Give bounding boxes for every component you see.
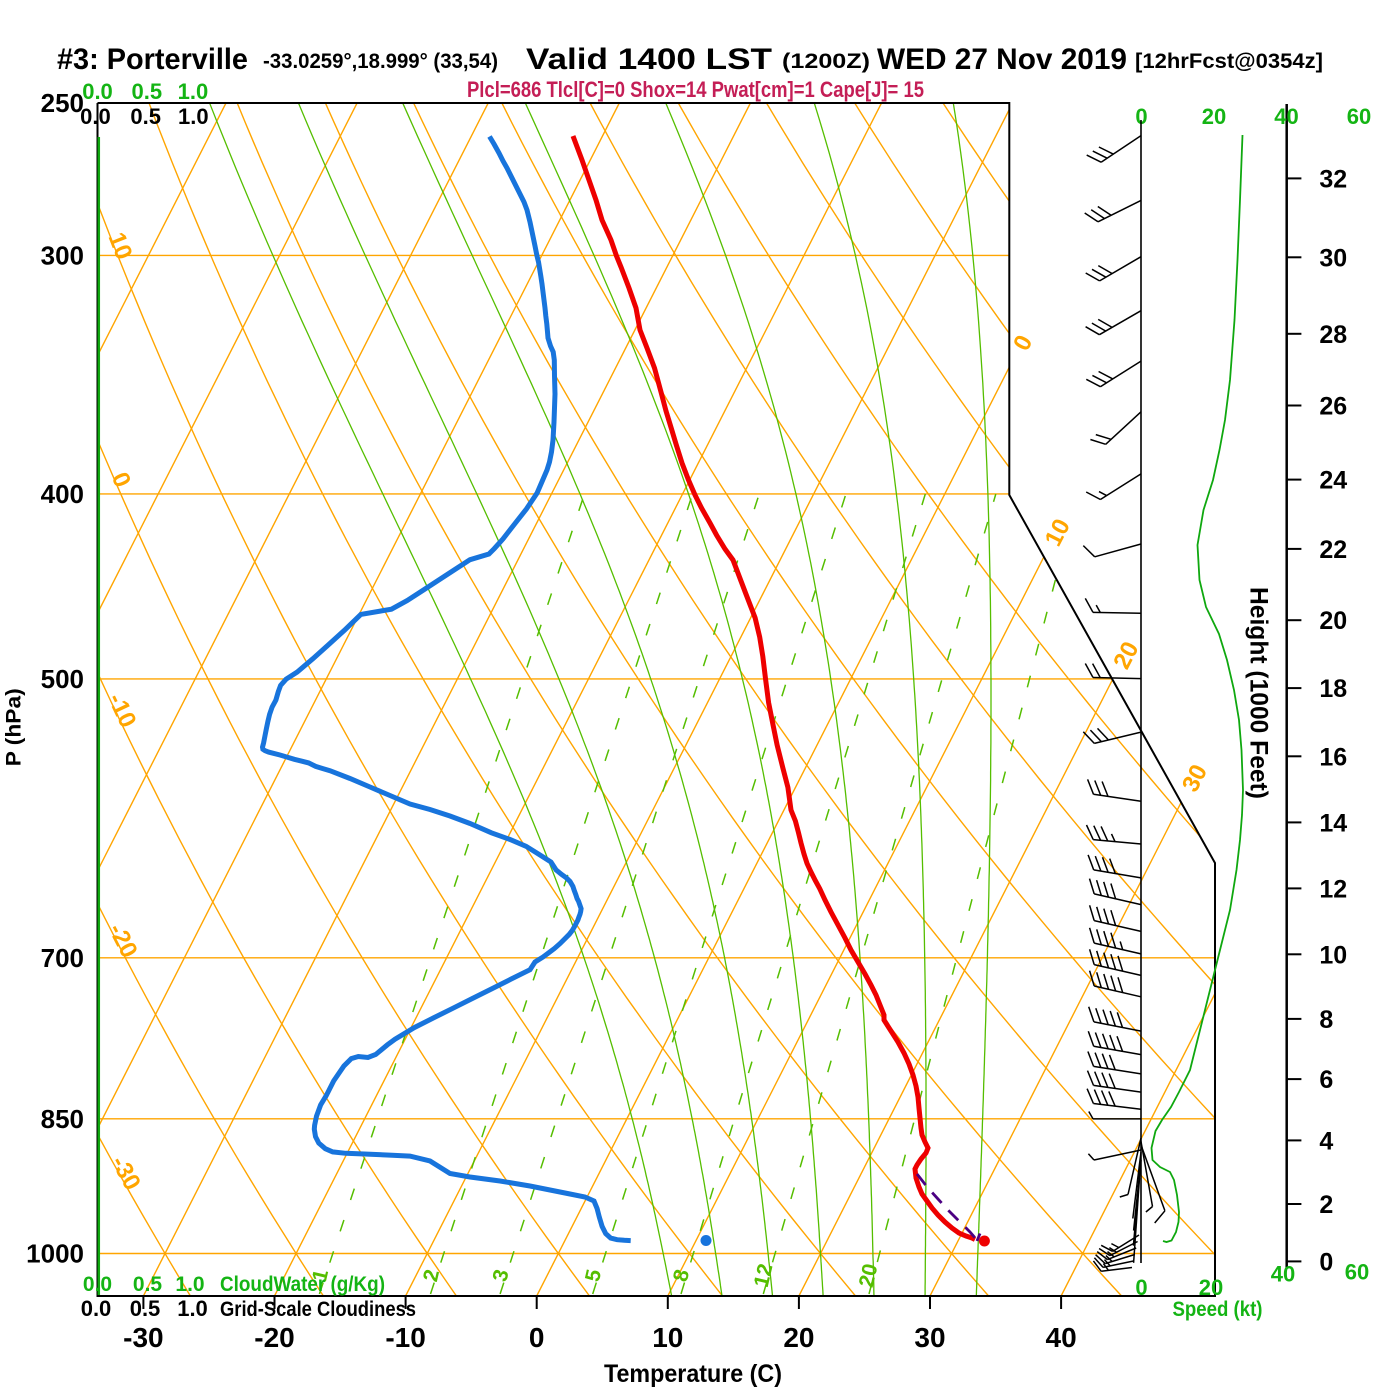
svg-text:1.0: 1.0: [175, 1273, 204, 1296]
svg-text:-33.0259°,18.999° (33,54): -33.0259°,18.999° (33,54): [263, 50, 498, 73]
svg-text:30: 30: [914, 1322, 945, 1353]
svg-text:0.0: 0.0: [82, 79, 113, 104]
svg-text:[12hrFcst@0354z]: [12hrFcst@0354z]: [1135, 50, 1323, 73]
svg-text:4: 4: [1319, 1127, 1333, 1155]
svg-text:(1200Z): (1200Z): [782, 50, 870, 73]
svg-text:40: 40: [1271, 1262, 1295, 1287]
svg-text:20: 20: [1199, 1275, 1223, 1300]
svg-text:Temperature (C): Temperature (C): [604, 1360, 782, 1388]
svg-text:2: 2: [1319, 1191, 1333, 1219]
svg-text:30: 30: [1319, 244, 1347, 272]
svg-text:8: 8: [669, 1267, 694, 1284]
svg-text:5: 5: [581, 1267, 606, 1284]
svg-text:300: 300: [41, 240, 84, 270]
svg-text:0.5: 0.5: [133, 1273, 163, 1296]
svg-text:32: 32: [1319, 165, 1347, 193]
svg-text:1.0: 1.0: [177, 1296, 208, 1321]
svg-text:1.0: 1.0: [178, 79, 209, 104]
svg-text:700: 700: [41, 943, 84, 973]
svg-text:20: 20: [1202, 104, 1226, 129]
svg-text:WED 27 Nov 2019: WED 27 Nov 2019: [877, 43, 1127, 76]
svg-text:400: 400: [41, 479, 84, 509]
svg-text:12: 12: [1319, 875, 1347, 903]
svg-text:CloudWater (g/Kg): CloudWater (g/Kg): [220, 1273, 385, 1296]
svg-text:0: 0: [1135, 1275, 1147, 1300]
svg-text:28: 28: [1319, 321, 1347, 349]
svg-text:0.0: 0.0: [81, 1296, 112, 1321]
svg-text:0.5: 0.5: [132, 79, 163, 104]
svg-text:60: 60: [1347, 104, 1371, 129]
svg-text:40: 40: [1046, 1322, 1077, 1353]
svg-text:10: 10: [652, 1322, 683, 1353]
svg-text:1.0: 1.0: [178, 104, 209, 129]
svg-text:250: 250: [41, 88, 84, 118]
svg-text:18: 18: [1319, 675, 1347, 703]
svg-text:0: 0: [1135, 104, 1147, 129]
svg-text:10: 10: [1319, 941, 1347, 969]
svg-text:24: 24: [1319, 467, 1347, 495]
svg-text:26: 26: [1319, 393, 1347, 421]
svg-text:0: 0: [529, 1322, 545, 1353]
svg-text:0.0: 0.0: [83, 1273, 112, 1296]
svg-text:-30: -30: [123, 1322, 163, 1353]
svg-text:60: 60: [1345, 1260, 1369, 1285]
svg-text:6: 6: [1319, 1066, 1333, 1094]
svg-text:Valid 1400 LST: Valid 1400 LST: [526, 43, 772, 76]
svg-text:0.0: 0.0: [80, 104, 111, 129]
svg-text:0: 0: [1319, 1248, 1333, 1276]
svg-text:-20: -20: [254, 1322, 294, 1353]
svg-text:P (hPa): P (hPa): [3, 688, 26, 766]
svg-text:40: 40: [1274, 104, 1298, 129]
svg-text:3: 3: [489, 1267, 514, 1284]
svg-text:2: 2: [419, 1267, 444, 1284]
svg-text:#3: Porterville: #3: Porterville: [57, 43, 248, 76]
svg-text:0.5: 0.5: [130, 104, 161, 129]
svg-text:12: 12: [750, 1262, 778, 1290]
svg-text:Height (1000 Feet): Height (1000 Feet): [1245, 587, 1273, 799]
svg-text:850: 850: [41, 1104, 84, 1134]
svg-text:20: 20: [855, 1262, 883, 1290]
svg-text:20: 20: [1319, 607, 1347, 635]
svg-text:0.5: 0.5: [130, 1296, 161, 1321]
svg-text:-10: -10: [385, 1322, 425, 1353]
svg-text:1: 1: [308, 1267, 333, 1284]
svg-text:16: 16: [1319, 743, 1347, 771]
svg-text:8: 8: [1319, 1006, 1333, 1034]
svg-text:Speed (kt): Speed (kt): [1173, 1298, 1263, 1321]
svg-text:1000: 1000: [26, 1239, 84, 1269]
svg-text:20: 20: [783, 1322, 814, 1353]
svg-text:Plcl=686 Tlcl[C]=0 Shox=14 Pwa: Plcl=686 Tlcl[C]=0 Shox=14 Pwat[cm]=1 Ca…: [467, 77, 924, 102]
svg-text:22: 22: [1319, 536, 1347, 564]
svg-text:Grid-Scale Cloudiness: Grid-Scale Cloudiness: [220, 1298, 416, 1321]
svg-text:14: 14: [1319, 809, 1347, 837]
svg-text:500: 500: [41, 664, 84, 694]
